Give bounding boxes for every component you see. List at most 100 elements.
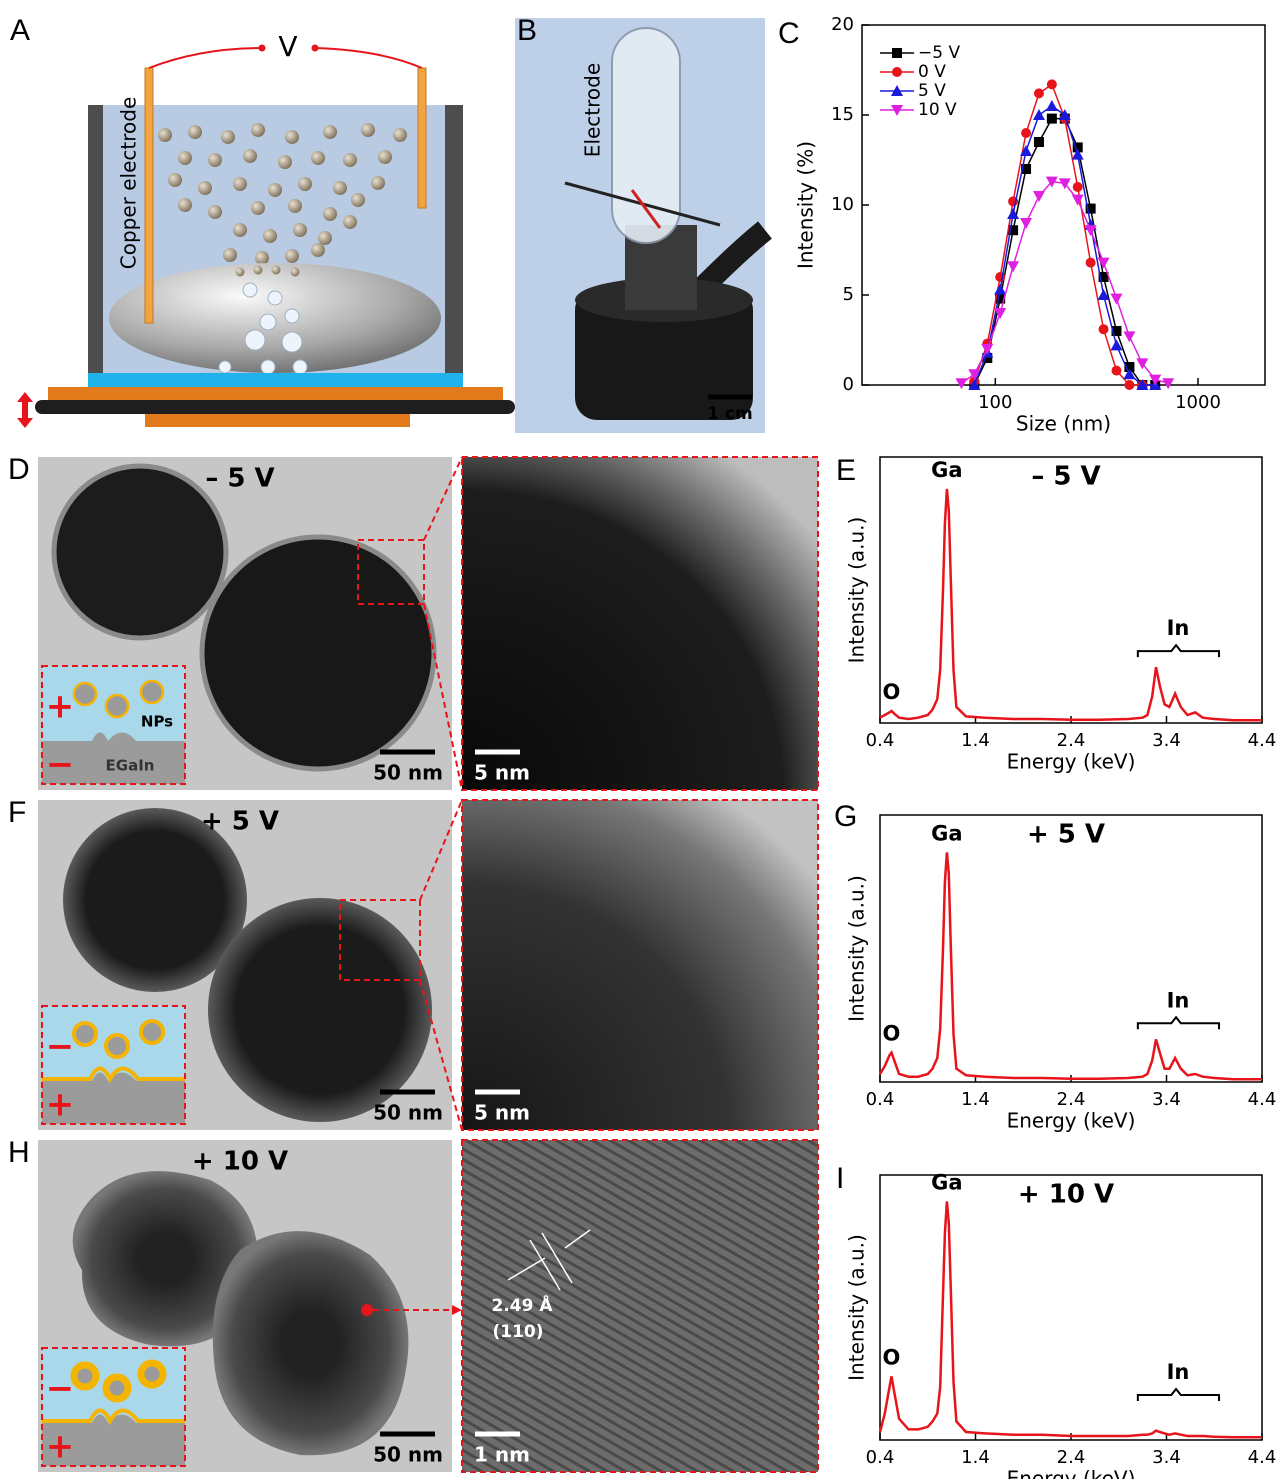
chart-title: – 5 V xyxy=(1031,462,1100,492)
scale-label: 1 cm xyxy=(707,404,753,424)
nanoparticle xyxy=(293,223,307,237)
panel-label: C xyxy=(778,17,800,50)
bubble xyxy=(261,360,275,374)
nanoparticle xyxy=(236,268,245,277)
peak-label: In xyxy=(1167,1360,1190,1384)
marker xyxy=(1110,294,1122,305)
marker xyxy=(1046,100,1058,111)
panel-label: I xyxy=(836,1162,844,1195)
series-line xyxy=(880,852,1262,1079)
y-tick-label: 0 xyxy=(843,374,854,395)
peak-label: In xyxy=(1167,616,1190,640)
panel-label: G xyxy=(834,800,857,833)
nanoparticle xyxy=(254,266,263,275)
x-axis-label: Energy (keV) xyxy=(1007,750,1136,774)
tem-zoom xyxy=(462,800,818,1130)
x-tick-label: 4.4 xyxy=(1248,1089,1277,1110)
nanoparticle xyxy=(351,193,365,207)
marker xyxy=(1124,380,1134,390)
inset-particle xyxy=(106,695,128,717)
inset-sign: − xyxy=(46,1369,75,1409)
chart-title: + 5 V xyxy=(1027,820,1105,850)
y-tick-label: 5 xyxy=(843,284,854,305)
x-tick-label: 1.4 xyxy=(961,1089,990,1110)
bubble xyxy=(245,330,265,350)
x-tick-label: 1.4 xyxy=(961,730,990,751)
copper-electrode xyxy=(418,68,426,208)
bubble xyxy=(260,314,276,330)
motion-arrow xyxy=(17,392,33,428)
bubble xyxy=(219,361,231,373)
marker xyxy=(1123,331,1135,342)
nanoparticle xyxy=(323,207,337,221)
nanoparticle xyxy=(221,130,235,144)
wire xyxy=(149,48,262,68)
legend-marker xyxy=(892,48,902,58)
y-tick-label: 20 xyxy=(831,14,854,35)
legend-label: 5 V xyxy=(918,81,946,101)
marker xyxy=(1034,137,1044,147)
voltage-label: + 10 V xyxy=(192,1147,288,1177)
y-tick-label: 10 xyxy=(831,194,854,215)
series-line xyxy=(974,106,1155,385)
panel-label: E xyxy=(836,454,856,487)
inset-particle xyxy=(74,683,96,705)
nanoparticle xyxy=(272,266,281,275)
nanoparticle xyxy=(298,177,312,191)
rod xyxy=(35,400,515,414)
marker xyxy=(1047,114,1057,124)
legend-label: −5 V xyxy=(918,43,960,63)
scale-label: 50 nm xyxy=(373,761,443,785)
nanoparticle xyxy=(371,176,385,190)
scale-label: 5 nm xyxy=(474,761,530,785)
nanoparticle xyxy=(208,153,222,167)
pointer-head xyxy=(452,1305,462,1315)
marker xyxy=(1073,182,1083,192)
peak-label: Ga xyxy=(931,821,962,845)
nanoparticle xyxy=(378,150,392,164)
x-tick-label: 0.4 xyxy=(866,1089,895,1110)
x-axis-label: Energy (keV) xyxy=(1007,1467,1136,1479)
x-tick-label: 3.4 xyxy=(1152,1447,1181,1468)
peak-label: Ga xyxy=(931,458,962,482)
x-tick-label: 4.4 xyxy=(1248,1447,1277,1468)
substrate xyxy=(88,373,463,387)
peak-label: O xyxy=(883,1345,901,1369)
nanoparticle xyxy=(243,149,257,163)
inset-sign: − xyxy=(46,745,75,785)
particle xyxy=(208,898,432,1122)
marker-dot xyxy=(361,1304,373,1316)
copper-plate xyxy=(48,387,503,400)
x-tick-label: 1000 xyxy=(1175,392,1221,413)
nanoparticle xyxy=(188,125,202,139)
nanoparticle xyxy=(251,201,265,215)
bubble xyxy=(243,283,257,297)
electrode-label: Electrode xyxy=(581,63,605,157)
in-bracket xyxy=(1138,1017,1219,1029)
marker xyxy=(1020,218,1032,229)
nanoparticle xyxy=(233,177,247,191)
series-line xyxy=(880,1202,1262,1438)
bubble xyxy=(293,360,307,374)
nanoparticle xyxy=(233,223,247,237)
electrode-label: Copper electrode xyxy=(117,97,141,270)
series-line xyxy=(974,119,1155,385)
inset-label: NPs xyxy=(141,713,173,731)
plot-frame xyxy=(880,457,1262,723)
x-tick-label: 2.4 xyxy=(1057,1447,1086,1468)
x-tick-label: 2.4 xyxy=(1057,730,1086,751)
x-axis-label: Energy (keV) xyxy=(1007,1109,1136,1133)
nanoparticle xyxy=(393,128,407,142)
marker xyxy=(1111,366,1121,376)
inset-particle xyxy=(106,1035,128,1057)
marker xyxy=(994,284,1006,295)
inset-particle xyxy=(74,1365,96,1387)
peak-label: In xyxy=(1167,988,1190,1012)
nanoparticle xyxy=(361,123,375,137)
marker xyxy=(955,378,967,389)
legend-label: 0 V xyxy=(918,62,946,82)
peak-label: Ga xyxy=(931,1171,962,1195)
nanoparticle xyxy=(178,151,192,165)
particle xyxy=(54,466,226,638)
nanoparticle xyxy=(343,215,357,229)
